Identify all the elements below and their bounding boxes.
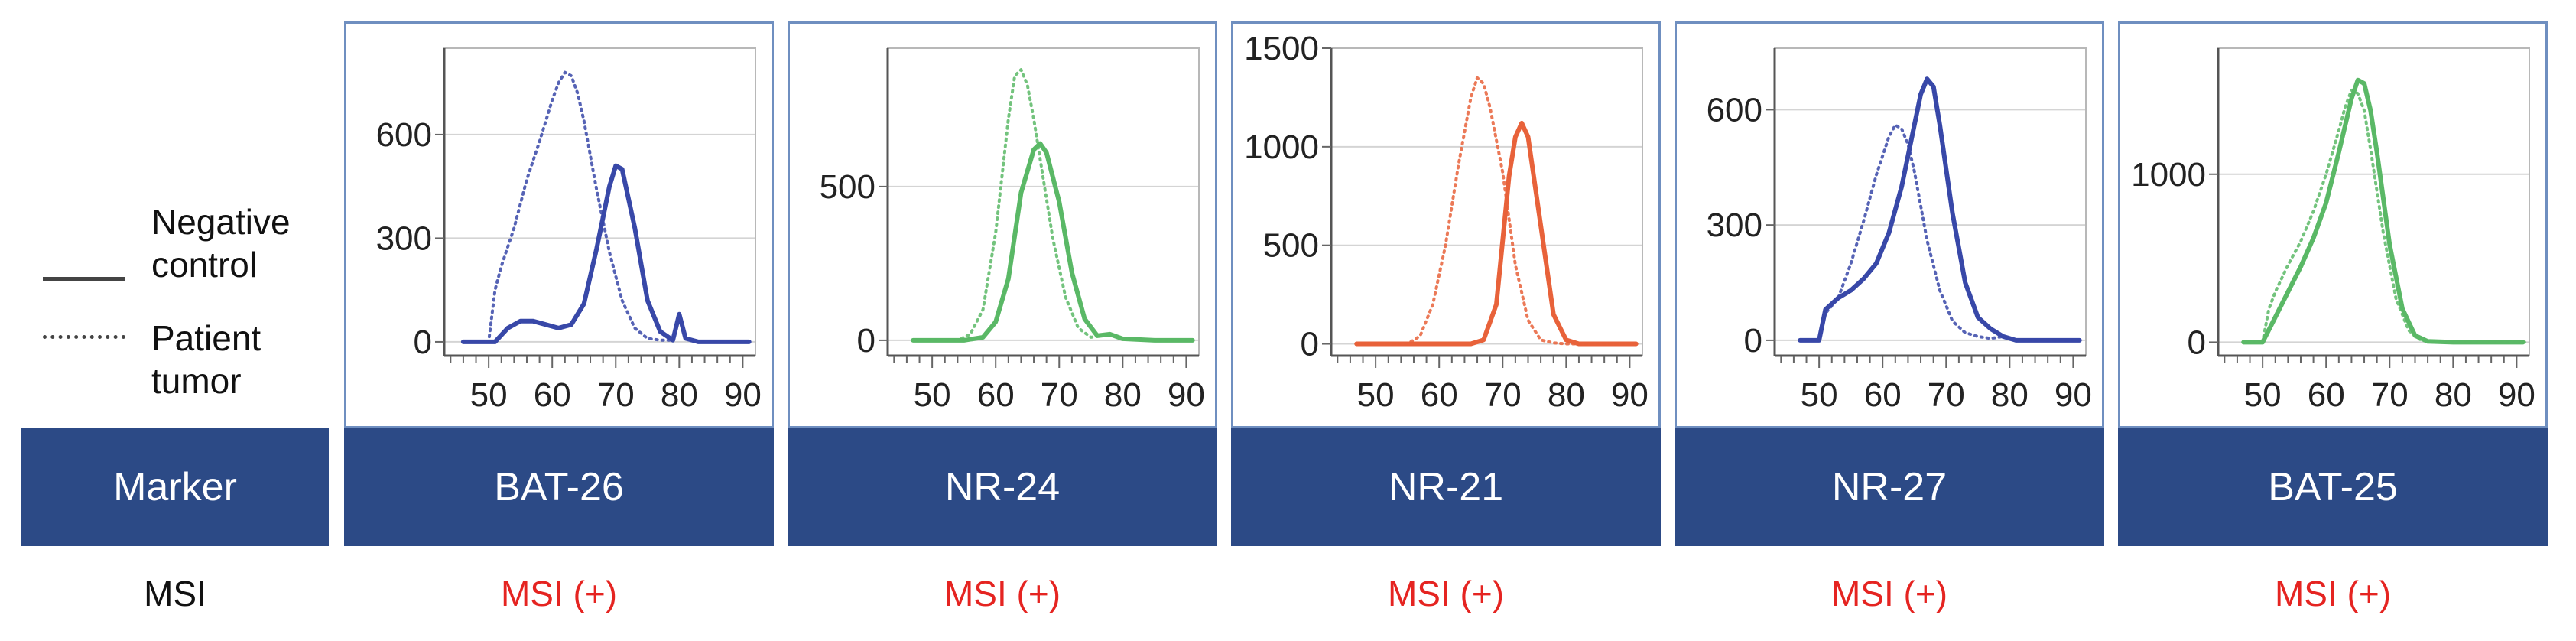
x-tick-label: 50 <box>1801 376 1838 414</box>
x-tick-label: 60 <box>2308 376 2345 414</box>
patient-tumor-line <box>2242 88 2525 344</box>
negative-control-line <box>2241 77 2526 345</box>
chart-panel-bat-25: 50 60 70 80 90 0 1000 <box>2118 21 2548 428</box>
legend-dotted-swatch <box>43 335 125 339</box>
x-tick-label: 70 <box>2371 376 2409 414</box>
marker-label-nr-27: NR-27 <box>1831 465 1947 509</box>
msi-status-text-bat-26: MSI (+) <box>500 574 618 613</box>
chart-panel-nr-21: 50 60 70 80 90 0 500 1000 1500 <box>1231 21 1661 428</box>
y-tick-label: 0 <box>414 324 432 361</box>
marker-bar-nr-27: NR-27 <box>1675 428 2104 546</box>
x-tick-label: 60 <box>977 376 1015 414</box>
y-tick-label: 0 <box>2188 324 2206 361</box>
x-tick-label: 90 <box>724 376 762 414</box>
msi-header-label: MSI <box>144 574 206 613</box>
marker-bar-nr-21: NR-21 <box>1231 428 1661 546</box>
negative-control-line <box>1798 76 2082 343</box>
marker-row-header: Marker <box>21 428 329 546</box>
x-tick-label: 70 <box>1928 376 1965 414</box>
y-tick-label: 0 <box>1301 326 1319 363</box>
msi-status-text-bat-25: MSI (+) <box>2274 574 2392 613</box>
msi-status-nr-24: MSI (+) <box>788 563 1217 624</box>
marker-bar-nr-24: NR-24 <box>788 428 1217 546</box>
legend-negative-control-label: Negative control <box>151 200 291 286</box>
marker-label-bat-26: BAT-26 <box>494 465 624 509</box>
y-tick-label: 500 <box>1263 227 1319 265</box>
x-tick-label: 60 <box>1864 376 1902 414</box>
legend-patient-tumor-label: Patient tumor <box>151 317 261 402</box>
y-tick-label: 1500 <box>1244 30 1319 67</box>
negative-control-line <box>1354 120 1639 347</box>
msi-status-bat-26: MSI (+) <box>344 563 774 624</box>
x-tick-label: 90 <box>2055 376 2092 414</box>
msi-status-text-nr-21: MSI (+) <box>1387 574 1505 613</box>
legend-negative-line2: control <box>151 245 258 285</box>
x-tick-label: 80 <box>661 376 698 414</box>
patient-tumor-line <box>1798 123 2081 342</box>
x-tick-label: 80 <box>1104 376 1142 414</box>
patient-tumor-line <box>1355 76 1638 346</box>
legend-patient-line1: Patient <box>151 318 261 358</box>
legend-solid-swatch <box>43 277 125 281</box>
x-tick-label: 60 <box>534 376 571 414</box>
chart-svg-nr-21: 50 60 70 80 90 0 500 1000 1500 <box>1244 30 1649 414</box>
marker-header-label: Marker <box>113 465 237 509</box>
x-tick-label: 90 <box>1611 376 1649 414</box>
msi-status-text-nr-27: MSI (+) <box>1830 574 1948 613</box>
msi-status-text-nr-24: MSI (+) <box>944 574 1061 613</box>
x-tick-label: 70 <box>1484 376 1522 414</box>
marker-bar-bat-25: BAT-25 <box>2118 428 2548 546</box>
msi-status-nr-27: MSI (+) <box>1675 563 2104 624</box>
x-tick-label: 90 <box>2498 376 2535 414</box>
y-tick-label: 300 <box>1707 207 1762 244</box>
chart-svg-nr-24: 50 60 70 80 90 0 500 <box>820 47 1205 414</box>
x-tick-label: 70 <box>597 376 635 414</box>
x-tick-label: 80 <box>2435 376 2472 414</box>
y-tick-label: 300 <box>376 220 432 257</box>
chart-svg-nr-27: 50 60 70 80 90 0 300 600 <box>1707 47 2092 414</box>
legend: Negative control Patient tumor <box>0 0 336 428</box>
x-tick-label: 50 <box>2244 376 2282 414</box>
y-tick-label: 600 <box>1707 91 1762 129</box>
marker-bar-bat-26: BAT-26 <box>344 428 774 546</box>
x-tick-label: 70 <box>1041 376 1078 414</box>
legend-negative-line1: Negative <box>151 202 291 242</box>
x-tick-label: 50 <box>1357 376 1395 414</box>
y-tick-label: 0 <box>1744 322 1762 360</box>
patient-tumor-line <box>911 68 1194 342</box>
y-tick-label: 0 <box>857 322 875 360</box>
chart-panel-nr-24: 50 60 70 80 90 0 500 <box>788 21 1217 428</box>
plot-area <box>1774 47 2087 356</box>
x-tick-label: 80 <box>1548 376 1585 414</box>
msi-status-bat-25: MSI (+) <box>2118 563 2548 624</box>
msi-status-nr-21: MSI (+) <box>1231 563 1661 624</box>
chart-svg-bat-25: 50 60 70 80 90 0 1000 <box>2131 47 2535 414</box>
patient-tumor-line <box>461 70 751 343</box>
chart-panel-nr-27: 50 60 70 80 90 0 300 600 <box>1675 21 2104 428</box>
chart-panel-bat-26: 50 60 70 80 90 0 300 600 <box>344 21 774 428</box>
x-tick-label: 50 <box>470 376 508 414</box>
plot-area <box>2217 47 2530 356</box>
chart-svg-bat-26: 50 60 70 80 90 0 300 600 <box>376 47 762 414</box>
y-tick-label: 1000 <box>1244 129 1319 166</box>
y-tick-label: 1000 <box>2131 156 2206 194</box>
marker-label-nr-24: NR-24 <box>944 465 1061 509</box>
marker-label-bat-25: BAT-25 <box>2268 465 2398 509</box>
legend-patient-line2: tumor <box>151 361 242 401</box>
x-tick-label: 60 <box>1421 376 1458 414</box>
marker-label-nr-21: NR-21 <box>1388 465 1504 509</box>
x-tick-label: 50 <box>914 376 951 414</box>
msi-row-header: MSI <box>21 563 329 624</box>
y-tick-label: 600 <box>376 116 432 154</box>
plot-area <box>887 47 1200 356</box>
y-tick-label: 500 <box>820 168 875 206</box>
x-tick-label: 90 <box>1168 376 1205 414</box>
x-tick-label: 80 <box>1991 376 2029 414</box>
